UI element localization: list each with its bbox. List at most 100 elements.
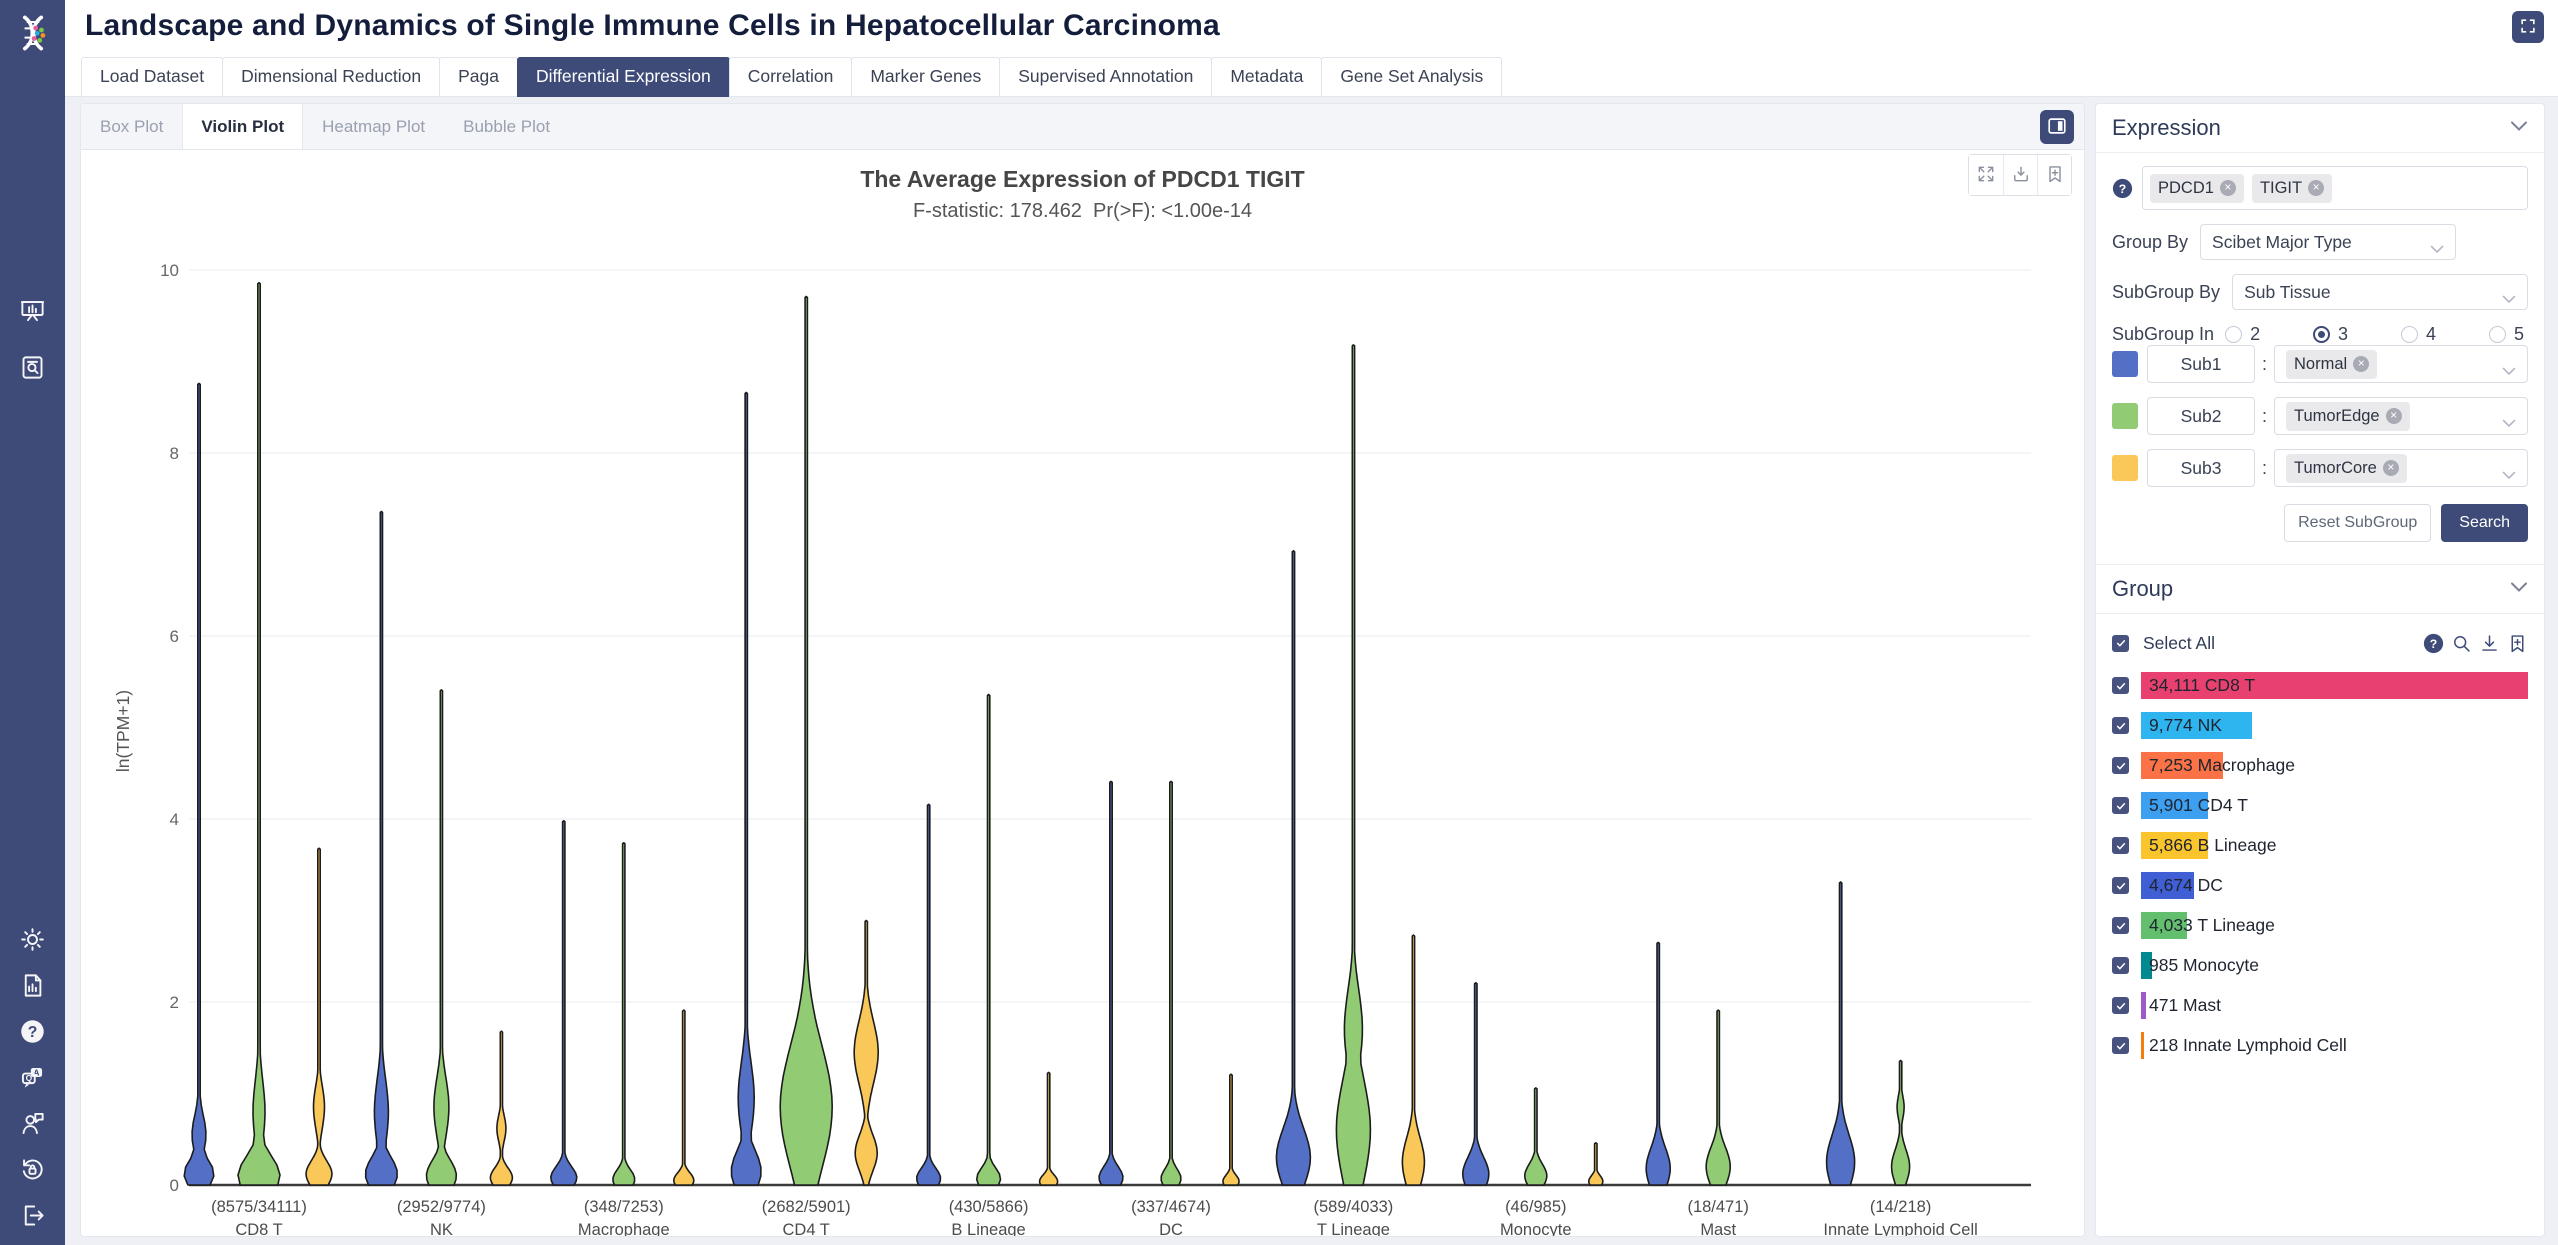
group-row-label: 5,901 CD4 T: [2149, 795, 2248, 815]
tag-remove-icon[interactable]: ×: [2353, 356, 2370, 372]
group-row-innate-lymphoid-cell[interactable]: 218 Innate Lymphoid Cell: [2112, 1032, 2528, 1059]
help-icon[interactable]: ?: [2423, 633, 2444, 654]
y-tick-label: 4: [170, 810, 179, 829]
app-logo-dna-icon[interactable]: [11, 11, 55, 55]
select-all-checkbox[interactable]: [2112, 634, 2129, 652]
help-icon[interactable]: ?: [19, 1018, 46, 1045]
plot-tab-bubble-plot[interactable]: Bubble Plot: [463, 117, 551, 136]
reset-lock-icon[interactable]: [19, 1156, 46, 1183]
expression-section-header[interactable]: Expression: [2096, 104, 2544, 153]
group-checkbox[interactable]: [2112, 1037, 2129, 1054]
x-count-label: (8575/34111): [211, 1198, 307, 1216]
group-checkbox[interactable]: [2112, 717, 2129, 734]
group-checkbox[interactable]: [2112, 757, 2129, 774]
gene-tag-remove-icon[interactable]: ×: [2308, 180, 2325, 196]
x-category-label: DC: [1159, 1221, 1183, 1236]
radio-subgroup-in-3[interactable]: 3: [2313, 324, 2348, 345]
group-row-dc[interactable]: 4,674 DC: [2112, 872, 2528, 899]
group-checkbox[interactable]: [2112, 917, 2129, 934]
fullscreen-button[interactable]: [2512, 11, 2544, 43]
group-row-b-lineage[interactable]: 5,866 B Lineage: [2112, 832, 2528, 859]
group-row-cd8-t[interactable]: 34,111 CD8 T: [2112, 672, 2528, 699]
search-icon[interactable]: [2451, 633, 2472, 654]
radio-subgroup-in-4[interactable]: 4: [2401, 324, 2436, 345]
radio-subgroup-in-5[interactable]: 5: [2488, 324, 2524, 345]
group-row-monocyte[interactable]: 985 Monocyte: [2112, 952, 2528, 979]
group-checkbox[interactable]: [2112, 797, 2129, 814]
tab-differential-expression[interactable]: Differential Expression: [516, 57, 730, 97]
plot-tab-box-plot[interactable]: Box Plot: [100, 117, 164, 136]
gene-help-icon[interactable]: ?: [2112, 178, 2133, 199]
svg-text:A: A: [33, 1067, 39, 1077]
x-count-label: (14/218): [1870, 1198, 1931, 1216]
violin-mast-sub2-tumoredge: [1705, 1009, 1731, 1186]
group-row-cd4-t[interactable]: 5,901 CD4 T: [2112, 792, 2528, 819]
group-section-header[interactable]: Group: [2096, 564, 2544, 614]
chart-bookmark-add-button[interactable]: [2037, 155, 2071, 195]
subgroup-name-input[interactable]: Sub3: [2147, 449, 2255, 487]
subgroup-value-select[interactable]: Normal ×: [2274, 345, 2528, 383]
group-row-label: 9,774 NK: [2149, 715, 2222, 735]
plot-tab-heatmap-plot[interactable]: Heatmap Plot: [322, 117, 426, 136]
tab-marker-genes[interactable]: Marker Genes: [851, 57, 1001, 97]
x-count-label: (589/4033): [1313, 1198, 1393, 1216]
subgroup-name-input[interactable]: Sub1: [2147, 345, 2255, 383]
group-row-label: 4,033 T Lineage: [2149, 915, 2275, 935]
group-row-nk[interactable]: 9,774 NK: [2112, 712, 2528, 739]
download-icon[interactable]: [2479, 633, 2500, 654]
feedback-icon[interactable]: [19, 1110, 46, 1137]
report-icon[interactable]: [19, 972, 46, 999]
logout-icon[interactable]: [19, 1202, 46, 1229]
file-search-icon[interactable]: [19, 354, 46, 381]
tab-load-dataset[interactable]: Load Dataset: [81, 57, 224, 97]
group-by-select[interactable]: Scibet Major Type: [2200, 224, 2457, 260]
gene-tag-pdcd1: PDCD1 ×: [2150, 173, 2244, 203]
group-row-mast[interactable]: 471 Mast: [2112, 992, 2528, 1019]
group-row-label: 4,674 DC: [2149, 875, 2223, 895]
group-bar-wrap: 34,111 CD8 T: [2141, 672, 2528, 699]
tab-paga[interactable]: Paga: [439, 57, 518, 97]
group-checkbox[interactable]: [2112, 997, 2129, 1014]
group-row-macrophage[interactable]: 7,253 Macrophage: [2112, 752, 2528, 779]
violin-cd4-t-sub1-normal: [730, 391, 762, 1186]
chart-download-tray-button[interactable]: [2003, 155, 2037, 195]
gene-search-input[interactable]: PDCD1 × TIGIT ×: [2142, 166, 2528, 210]
gene-tag-remove-icon[interactable]: ×: [2219, 180, 2236, 196]
tag-remove-icon[interactable]: ×: [2385, 408, 2402, 424]
group-checkbox[interactable]: [2112, 957, 2129, 974]
expression-section-title: Expression: [2112, 115, 2221, 140]
group-checkbox[interactable]: [2112, 677, 2129, 694]
group-count-bar: [2141, 752, 2224, 779]
radio-subgroup-in-2[interactable]: 2: [2225, 324, 2260, 345]
subgroup-name-input[interactable]: Sub2: [2147, 397, 2255, 435]
chart-title: The Average Expression of PDCD1 TIGIT: [860, 166, 1305, 192]
tab-metadata[interactable]: Metadata: [1211, 57, 1323, 97]
panel-toggle-button[interactable]: [2040, 110, 2074, 144]
sun-icon[interactable]: [19, 926, 46, 953]
colon-separator: :: [2262, 405, 2268, 426]
subgroup-value-select[interactable]: TumorEdge ×: [2274, 397, 2528, 435]
subgroup-value-select[interactable]: TumorCore ×: [2274, 449, 2528, 487]
bookmark-add-icon[interactable]: [2507, 633, 2528, 654]
group-checkbox[interactable]: [2112, 877, 2129, 894]
reset-subgroup-button[interactable]: Reset SubGroup: [2284, 504, 2432, 542]
group-row-t-lineage[interactable]: 4,033 T Lineage: [2112, 912, 2528, 939]
x-count-label: (46/985): [1505, 1198, 1566, 1216]
chart-expand-button[interactable]: [1969, 155, 2003, 195]
chart-subtitle: F-statistic: 178.462 Pr(>F): <1.00e-14: [912, 200, 1253, 222]
tab-dimensional-reduction[interactable]: Dimensional Reduction: [222, 57, 441, 97]
tab-gene-set-analysis[interactable]: Gene Set Analysis: [1321, 57, 1503, 97]
search-button[interactable]: Search: [2441, 504, 2528, 542]
page-header: Landscape and Dynamics of Single Immune …: [65, 0, 2558, 97]
presentation-chart-icon[interactable]: [19, 297, 46, 324]
plot-tab-violin-plot[interactable]: Violin Plot: [182, 104, 304, 149]
group-checkbox[interactable]: [2112, 837, 2129, 854]
group-bar-wrap: 9,774 NK: [2141, 712, 2528, 739]
tab-supervised-annotation[interactable]: Supervised Annotation: [999, 57, 1213, 97]
tab-correlation[interactable]: Correlation: [728, 57, 853, 97]
violin-monocyte-sub3-tumorcore: [1588, 1142, 1604, 1186]
tag-remove-icon[interactable]: ×: [2382, 460, 2399, 476]
subgroup-by-select[interactable]: Sub Tissue: [2232, 274, 2528, 310]
right-panel: Expression ? PDCD1 × TIGIT × Group By Scibe…: [2095, 103, 2545, 1237]
